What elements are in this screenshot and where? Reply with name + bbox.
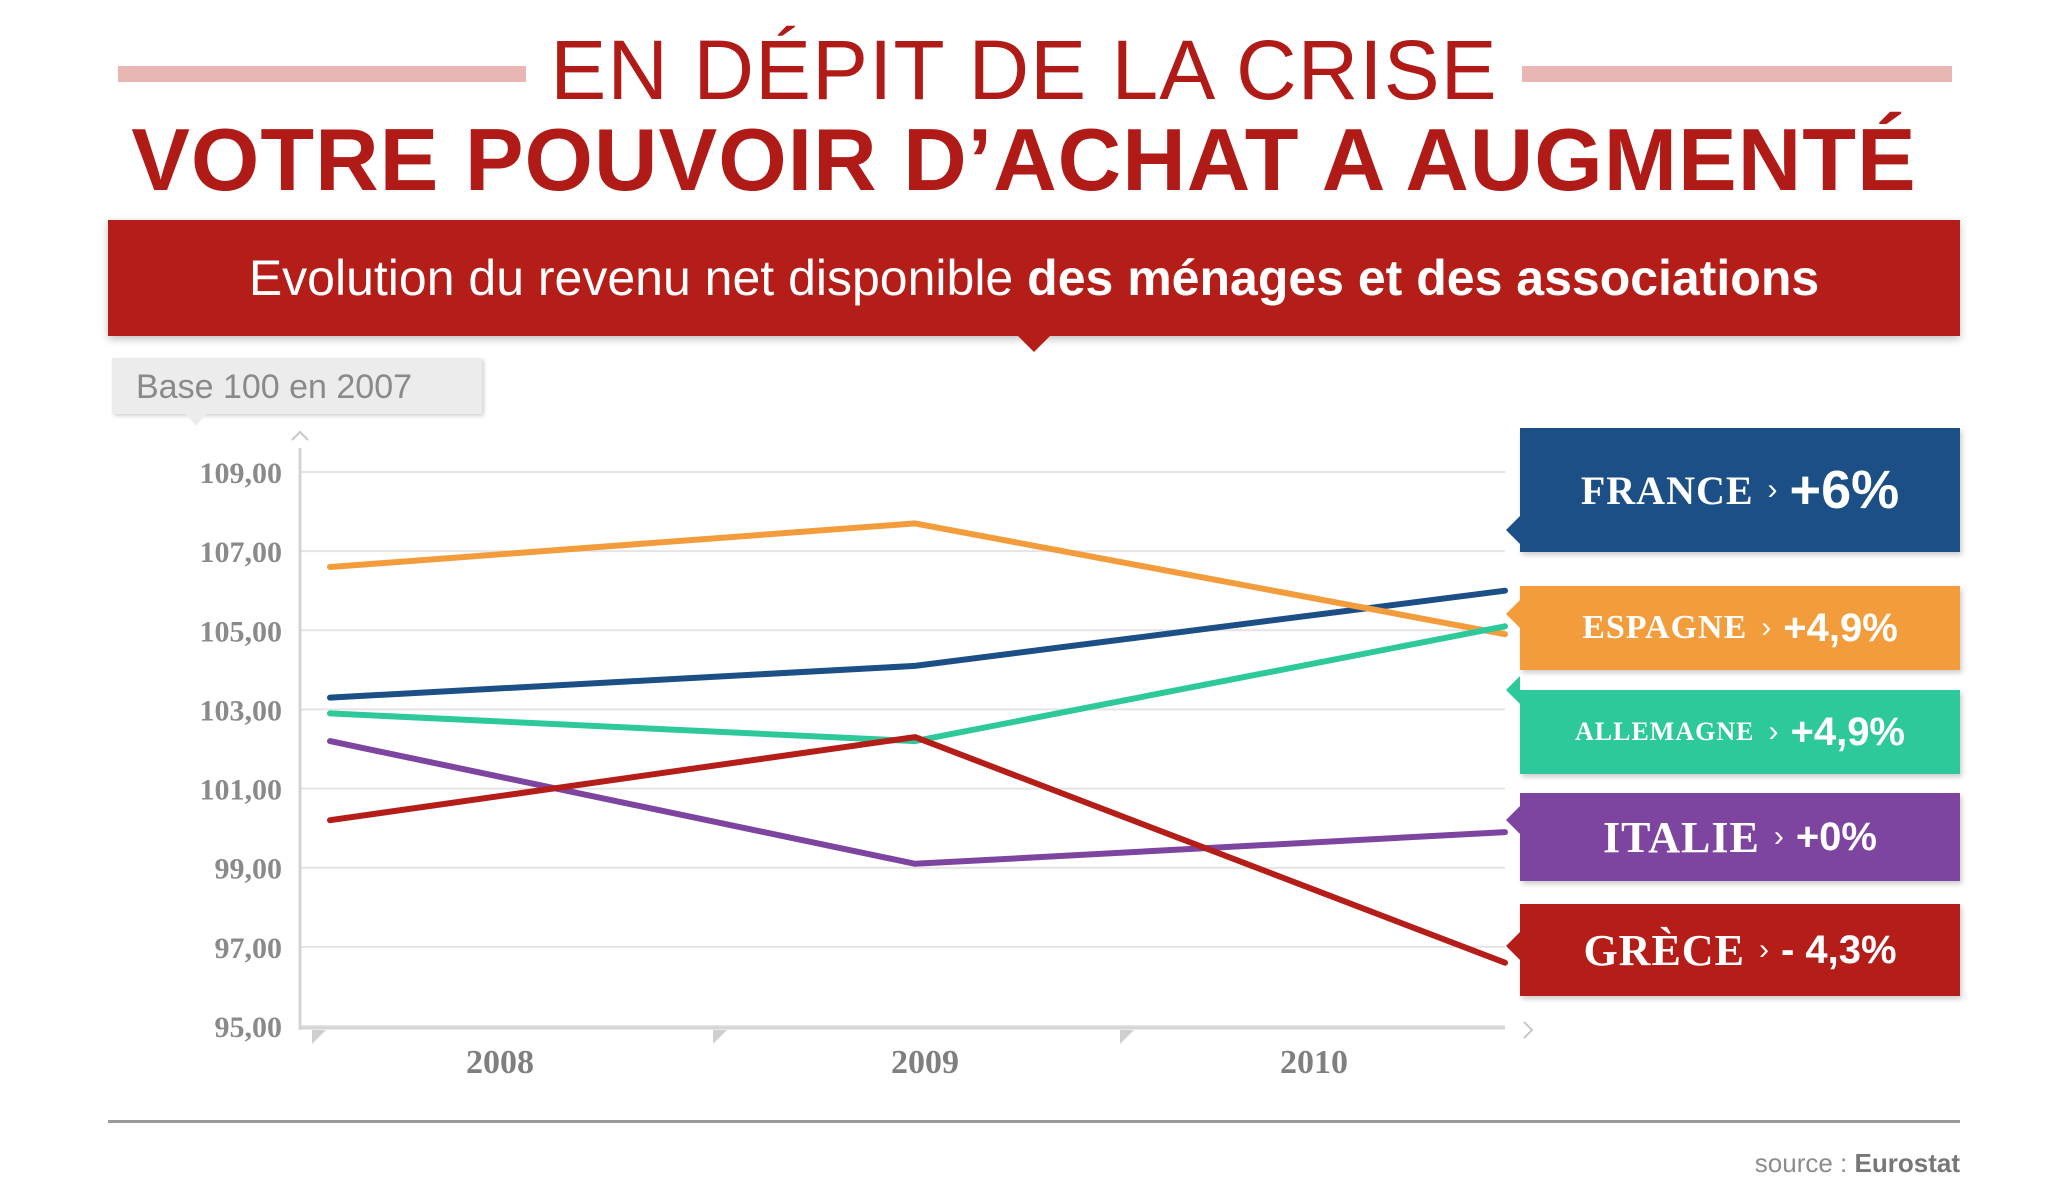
chevron-right-icon: › [1758, 933, 1769, 966]
series-name: GRÈCE [1583, 925, 1745, 975]
x-tick-label: 2010 [1280, 1044, 1348, 1081]
y-tick-label: 105,00 [200, 615, 283, 648]
chevron-right-icon: › [1773, 820, 1784, 853]
base-note: Base 100 en 2007 [112, 358, 482, 414]
y-tick-label: 107,00 [200, 536, 283, 569]
source-label: source : [1754, 1148, 1848, 1178]
source-name: Eurostat [1854, 1148, 1960, 1178]
series-layer [327, 520, 1508, 966]
y-tick-label: 109,00 [200, 457, 283, 490]
title-rule-left [118, 66, 550, 82]
subtitle-bold: des ménages et des associations [1027, 250, 1820, 306]
series-line-espagne [327, 520, 1508, 638]
series-change: +0% [1795, 814, 1877, 859]
x-tick-notch [312, 1030, 326, 1044]
series-label-espagne: ESPAGNE › +4,9% [1506, 586, 1960, 670]
series-label-pointer [1506, 932, 1520, 960]
series-label-pointer [1506, 600, 1520, 628]
y-tick-label: 103,00 [200, 694, 283, 727]
tick-label-layer: 109,00 107,00 105,00 103,00 101,00 99,00 97,00… [200, 457, 1349, 1081]
series-line-allemagne [327, 623, 1508, 745]
series-change: - 4,3% [1780, 927, 1897, 972]
y-axis-caret [291, 430, 309, 441]
bottom-rule [108, 1120, 1960, 1123]
subtitle-banner: Evolution du revenu net disponible des m… [108, 220, 1960, 336]
x-tick-label: 2009 [891, 1044, 959, 1081]
series-label-content: ESPAGNE › +4,9% [1520, 586, 1960, 670]
series-change: +4,9% [1790, 709, 1905, 754]
y-tick-label: 97,00 [215, 932, 283, 965]
series-label-pointer [1506, 806, 1520, 834]
series-label-content: GRÈCE › - 4,3% [1520, 904, 1960, 996]
series-name: ESPAGNE [1582, 609, 1748, 646]
subtitle-regular: Evolution du revenu net disponible [248, 250, 1014, 306]
chevron-right-icon: › [1768, 715, 1779, 748]
series-change: +4,9% [1783, 605, 1898, 650]
series-line-france [327, 587, 1508, 701]
series-change: +6% [1789, 460, 1900, 520]
series-label-allemagne: ALLEMAGNE › +4,9% [1506, 676, 1960, 774]
series-label-italie: ITALIE › +0% [1506, 793, 1960, 881]
x-axis-caret [1523, 1021, 1534, 1039]
grid-layer [300, 471, 1505, 1027]
subtitle-text: Evolution du revenu net disponible des m… [108, 248, 1960, 308]
series-label-content: FRANCE › +6% [1520, 428, 1960, 552]
series-name: FRANCE [1580, 467, 1754, 513]
x-tick-notch [713, 1030, 727, 1044]
line-chart: 109,00 107,00 105,00 103,00 101,00 99,00 97,00… [200, 430, 1534, 1081]
title-rule-right [1520, 66, 1952, 82]
title-line-2: VOTRE POUVOIR D’ACHAT A AUGMENTÉ [131, 110, 1917, 209]
axis-layer [291, 430, 1534, 1044]
series-label-pointer [1506, 516, 1520, 544]
title-line-1-text: EN DÉPIT DE LA CRISE [526, 23, 1522, 117]
y-tick-label: 95,00 [215, 1011, 283, 1044]
chevron-right-icon: › [1767, 473, 1778, 506]
banner-notch [1018, 336, 1050, 352]
series-label-pointer [1506, 676, 1520, 704]
y-tick-label: 99,00 [215, 853, 283, 886]
x-tick-label: 2008 [466, 1044, 534, 1081]
base-note-notch [186, 414, 206, 426]
series-label-content: ALLEMAGNE › +4,9% [1520, 690, 1960, 774]
series-line-grèce [327, 734, 1508, 966]
x-tick-notch [1120, 1030, 1134, 1044]
series-name: ITALIE [1603, 812, 1760, 862]
series-label-grece: GRÈCE › - 4,3% [1506, 904, 1960, 996]
series-label-france: FRANCE › +6% [1506, 428, 1960, 552]
title-line-1: EN DÉPIT DE LA CRISE [0, 22, 2048, 118]
series-name: ALLEMAGNE [1575, 717, 1755, 746]
source-note: source : Eurostat [1755, 1148, 1960, 1179]
series-line-italie [327, 738, 1508, 867]
chevron-right-icon: › [1761, 611, 1772, 644]
base-note-text: Base 100 en 2007 [136, 368, 413, 406]
y-tick-label: 101,00 [200, 774, 283, 807]
series-label-content: ITALIE › +0% [1520, 793, 1960, 881]
